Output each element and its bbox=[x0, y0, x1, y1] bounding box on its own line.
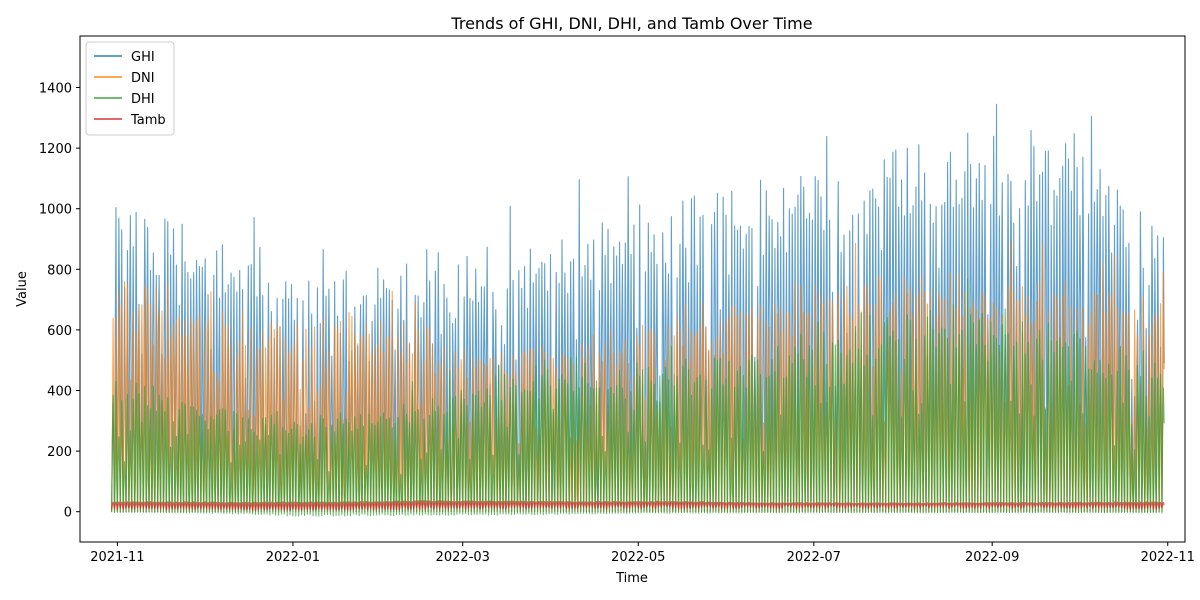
y-tick-label: 1400 bbox=[39, 82, 72, 97]
legend-label-dni: DNI bbox=[131, 71, 155, 86]
legend-label-ghi: GHI bbox=[131, 50, 155, 65]
y-tick-label: 600 bbox=[47, 324, 72, 339]
legend-label-dhi: DHI bbox=[131, 92, 155, 107]
x-tick-label: 2022-07 bbox=[787, 550, 841, 565]
y-axis-title: Value bbox=[15, 271, 30, 307]
x-axis: 2021-11 2022-01 2022-03 2022-05 2022-07 2022-… bbox=[90, 542, 1195, 565]
y-tick-label: 1200 bbox=[39, 142, 72, 157]
series-line-tamb bbox=[110, 500, 1165, 512]
plot-frame bbox=[79, 35, 1186, 543]
y-tick-label: 1000 bbox=[39, 203, 72, 218]
x-tick-label: 2022-03 bbox=[436, 550, 490, 565]
x-tick-label: 2022-11 bbox=[1141, 550, 1195, 565]
chart-title: Trends of GHI, DNI, DHI, and Tamb Over T… bbox=[450, 14, 812, 33]
y-tick-label: 400 bbox=[47, 385, 72, 400]
x-tick-label: 2022-01 bbox=[266, 550, 320, 565]
series-layer bbox=[110, 103, 1165, 517]
y-tick-label: 200 bbox=[47, 445, 72, 460]
y-tick-label: 0 bbox=[64, 506, 72, 521]
legend-label-tamb: Tamb bbox=[130, 113, 166, 128]
y-axis: 0 200 400 600 800 1000 1200 1400 bbox=[39, 82, 80, 521]
x-tick-label: 2022-09 bbox=[965, 550, 1019, 565]
legend-box bbox=[85, 41, 175, 136]
x-axis-title: Time bbox=[615, 571, 648, 586]
x-tick-label: 2022-05 bbox=[611, 550, 665, 565]
legend: GHI DNI DHI Tamb bbox=[85, 41, 175, 136]
x-tick-label: 2021-11 bbox=[90, 550, 144, 565]
y-tick-label: 800 bbox=[47, 263, 72, 278]
